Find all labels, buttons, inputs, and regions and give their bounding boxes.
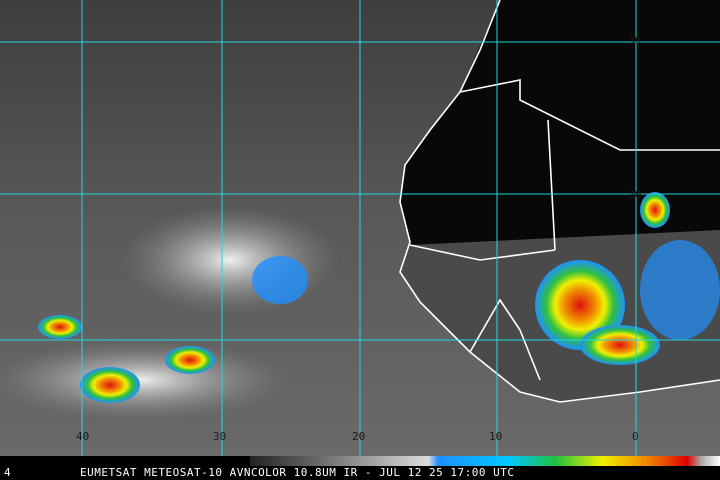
color-scale — [250, 456, 720, 466]
longitude-label: 0 — [632, 430, 639, 443]
latitude-label: 30 — [628, 34, 641, 47]
longitude-label: 10 — [489, 430, 502, 443]
longitude-label: 40 — [76, 430, 89, 443]
storm — [165, 346, 215, 374]
cloud — [0, 340, 290, 420]
cloud — [120, 205, 340, 315]
border — [409, 79, 720, 381]
storm — [580, 325, 660, 365]
storm — [640, 240, 720, 340]
frame-number: 4 — [4, 466, 11, 479]
coastline — [399, 0, 720, 403]
storm — [640, 192, 670, 228]
storm — [80, 367, 140, 403]
latitude-label: 20 — [628, 188, 641, 201]
caption: EUMETSAT METEOSAT-10 AVNCOLOR 10.8UM IR … — [80, 466, 514, 479]
longitude-label: 20 — [352, 430, 365, 443]
storm — [252, 256, 308, 304]
graticule — [0, 0, 720, 460]
longitude-label: 30 — [213, 430, 226, 443]
storm — [38, 315, 82, 339]
